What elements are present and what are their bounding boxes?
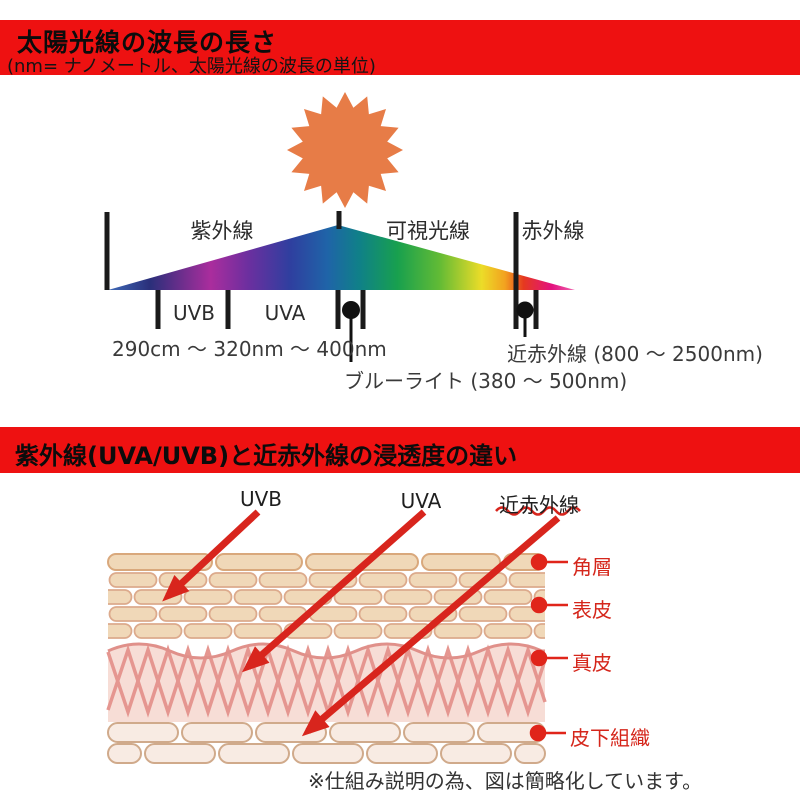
near-infrared-arrow (301, 515, 561, 737)
section1-subtitle: (nm= ナノメートル、太陽光線の波長の単位) (7, 56, 376, 77)
uva-arrow (241, 509, 427, 673)
second-banner: 紫外線(UVA/UVB)と近赤外線の浸透度の違い (0, 427, 800, 473)
band-label-uvb: UVB (172, 301, 216, 325)
near-infrared-wavy-underline (495, 506, 581, 516)
layer-label-subcutaneous: 皮下組織 (570, 726, 650, 750)
near-infrared-marker (516, 301, 534, 337)
band-label-uv: 紫外線 (190, 219, 254, 243)
section1-title: 太陽光線の波長の長さ (17, 28, 278, 57)
blue-light-note: ブルーライト (380 ～ 500nm) (344, 369, 628, 393)
section2-title: 紫外線(UVA/UVB)と近赤外線の浸透度の違い (15, 442, 518, 470)
skin-layer-dermis (106, 642, 547, 722)
layer-label-dermis: 真皮 (572, 651, 612, 675)
ray-label-near-infrared: 近赤外線 (499, 493, 579, 517)
spectrum-divider-lines (104, 211, 539, 329)
near-infrared-note: 近赤外線 (800 ～ 2500nm) (507, 342, 763, 366)
top-banner: 太陽光線の波長の長さ (nm= ナノメートル、太陽光線の波長の単位) (0, 20, 800, 77)
skin-layer-stratum-corneum (107, 553, 546, 571)
band-label-visible: 可視光線 (386, 219, 470, 243)
blue-light-marker (342, 301, 360, 362)
spectrum-triangle (108, 225, 575, 290)
skin-cross-section (106, 553, 547, 764)
footnote: ※仕組み説明の為、図は簡略化しています。 (308, 769, 703, 793)
layer-label-epidermis: 表皮 (572, 598, 612, 622)
ray-label-uva: UVA (400, 489, 442, 513)
wavelength-scale: 290cm ～ 320nm ～ 400nm (112, 337, 387, 361)
sun-icon (287, 92, 403, 208)
band-label-uva: UVA (264, 301, 306, 325)
ray-label-uvb: UVB (239, 487, 283, 511)
layer-label-stratum-corneum: 角層 (572, 555, 612, 579)
uvb-arrow (162, 509, 261, 602)
band-label-infrared: 赤外線 (521, 219, 585, 243)
skin-layer-subcutaneous (107, 722, 546, 764)
layer-label-markers (529, 553, 568, 742)
